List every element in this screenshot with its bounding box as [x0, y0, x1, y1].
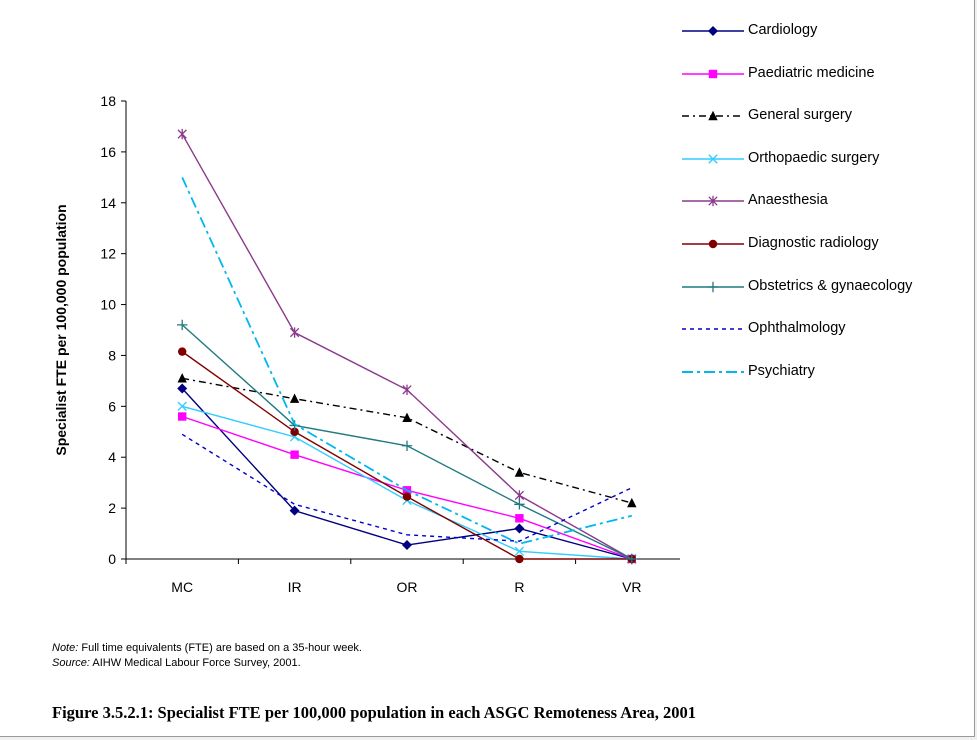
x-tick-label: IR — [288, 579, 302, 595]
y-tick-label: 6 — [108, 398, 116, 414]
y-tick-label: 12 — [100, 246, 116, 262]
legend-label: Paediatric medicine — [748, 64, 875, 81]
data-point — [515, 514, 524, 523]
note-line: Note: Full time equivalents (FTE) are ba… — [52, 641, 362, 656]
note-label: Note: — [52, 642, 79, 654]
legend-marker — [707, 281, 719, 292]
data-point — [514, 490, 525, 501]
data-point — [178, 347, 187, 356]
data-point — [178, 412, 187, 421]
chart-legend: Cardiology Paediatric medicine General sur… — [680, 18, 965, 401]
data-point — [177, 319, 188, 331]
legend-item-orthopaedic-surgery: Orthopaedic surgery — [680, 146, 965, 189]
line-chart: 0 2 4 6 8 10 12 14 16 18 MC IR OR R VR Specialist FTE p… — [53, 93, 680, 595]
legend-item-paediatric-medicine: Paediatric medicine — [680, 61, 965, 104]
data-point — [627, 497, 637, 508]
legend-marker — [708, 69, 718, 78]
x-tick-label: R — [514, 579, 524, 595]
legend-swatch — [682, 26, 744, 36]
x-tick-label: OR — [397, 579, 418, 595]
legend-swatch — [682, 69, 744, 78]
y-tick-label: 16 — [100, 144, 116, 160]
source-label: Source: — [52, 657, 90, 669]
legend-item-ophthalmology: Ophthalmology — [680, 316, 965, 359]
legend-label: Diagnostic radiology — [748, 234, 879, 251]
source-line: Source: AIHW Medical Labour Force Survey… — [52, 656, 362, 671]
data-point — [402, 384, 412, 395]
legend-label: Psychiatry — [748, 362, 815, 379]
note-text: Full time equivalents (FTE) are based on… — [78, 642, 362, 654]
legend-item-obstetrics-gynaecology: Obstetrics & gynaecology — [680, 274, 965, 317]
legend-swatch — [682, 196, 744, 207]
data-point — [402, 540, 412, 551]
data-point — [401, 440, 413, 451]
data-point — [514, 546, 525, 557]
series-line — [181, 351, 632, 560]
data-point — [402, 492, 412, 501]
data-point — [289, 327, 300, 338]
data-point — [290, 427, 299, 436]
series-diagnostic-radiology — [178, 347, 636, 564]
legend-marker — [708, 196, 718, 207]
data-point — [402, 412, 412, 422]
data-point — [289, 393, 300, 403]
x-tick-label: VR — [622, 579, 641, 595]
series-ophthalmology — [181, 433, 633, 542]
x-tick-label: MC — [171, 579, 193, 595]
series-line — [182, 377, 632, 504]
data-point — [514, 499, 525, 510]
data-point — [177, 128, 187, 140]
figure-notes: Note: Full time equivalents (FTE) are ba… — [52, 641, 362, 671]
legend-swatch — [682, 110, 744, 121]
data-point — [177, 401, 187, 412]
legend-swatch — [682, 154, 744, 164]
legend-label: Obstetrics & gynaecology — [748, 277, 913, 294]
source-text: AIHW Medical Labour Force Survey, 2001. — [89, 657, 301, 669]
legend-label: General surgery — [748, 107, 852, 124]
legend-marker — [708, 26, 718, 36]
y-tick-label: 18 — [100, 93, 116, 109]
data-point — [289, 505, 300, 516]
legend-swatch — [682, 239, 744, 249]
legend-item-psychiatry: Psychiatry — [680, 359, 965, 402]
series-psychiatry — [181, 176, 633, 545]
legend-item-anaesthesia: Anaesthesia — [680, 188, 965, 231]
legend-swatch — [682, 370, 744, 373]
data-point — [177, 383, 188, 394]
figure-caption: Figure 3.5.2.1: Specialist FTE per 100,0… — [52, 703, 696, 722]
data-point — [514, 467, 525, 477]
legend-label: Cardiology — [748, 22, 818, 38]
y-tick-label: 2 — [108, 500, 116, 516]
series-line — [182, 405, 632, 560]
series-obstetrics-gynaecology — [177, 319, 637, 565]
legend-marker — [708, 154, 718, 164]
legend-item-cardiology: Cardiology — [680, 18, 965, 61]
series-orthopaedic-surgery — [177, 401, 637, 564]
y-tick-label: 10 — [100, 297, 116, 313]
legend-swatch — [682, 281, 744, 292]
legend-item-general-surgery: General surgery — [680, 103, 965, 146]
series-general-surgery — [177, 373, 637, 508]
legend-label: Anaesthesia — [748, 192, 828, 209]
legend-label: Orthopaedic surgery — [748, 149, 880, 166]
series-line — [181, 433, 633, 542]
y-tick-label: 8 — [108, 347, 116, 363]
data-point — [177, 373, 187, 383]
legend-marker — [708, 110, 718, 121]
data-point — [290, 450, 299, 459]
legend-marker — [708, 239, 718, 249]
y-tick-label: 0 — [108, 551, 116, 567]
y-axis-title: Specialist FTE per 100,000 population — [53, 204, 69, 455]
legend-item-diagnostic-radiology: Diagnostic radiology — [680, 231, 965, 274]
data-point — [514, 523, 525, 534]
series-line — [181, 176, 633, 545]
legend-swatch — [682, 328, 744, 330]
y-tick-label: 4 — [108, 449, 116, 465]
legend-label: Ophthalmology — [748, 320, 846, 337]
y-tick-label: 14 — [100, 195, 116, 211]
data-point — [626, 553, 637, 565]
data-point — [515, 554, 524, 564]
